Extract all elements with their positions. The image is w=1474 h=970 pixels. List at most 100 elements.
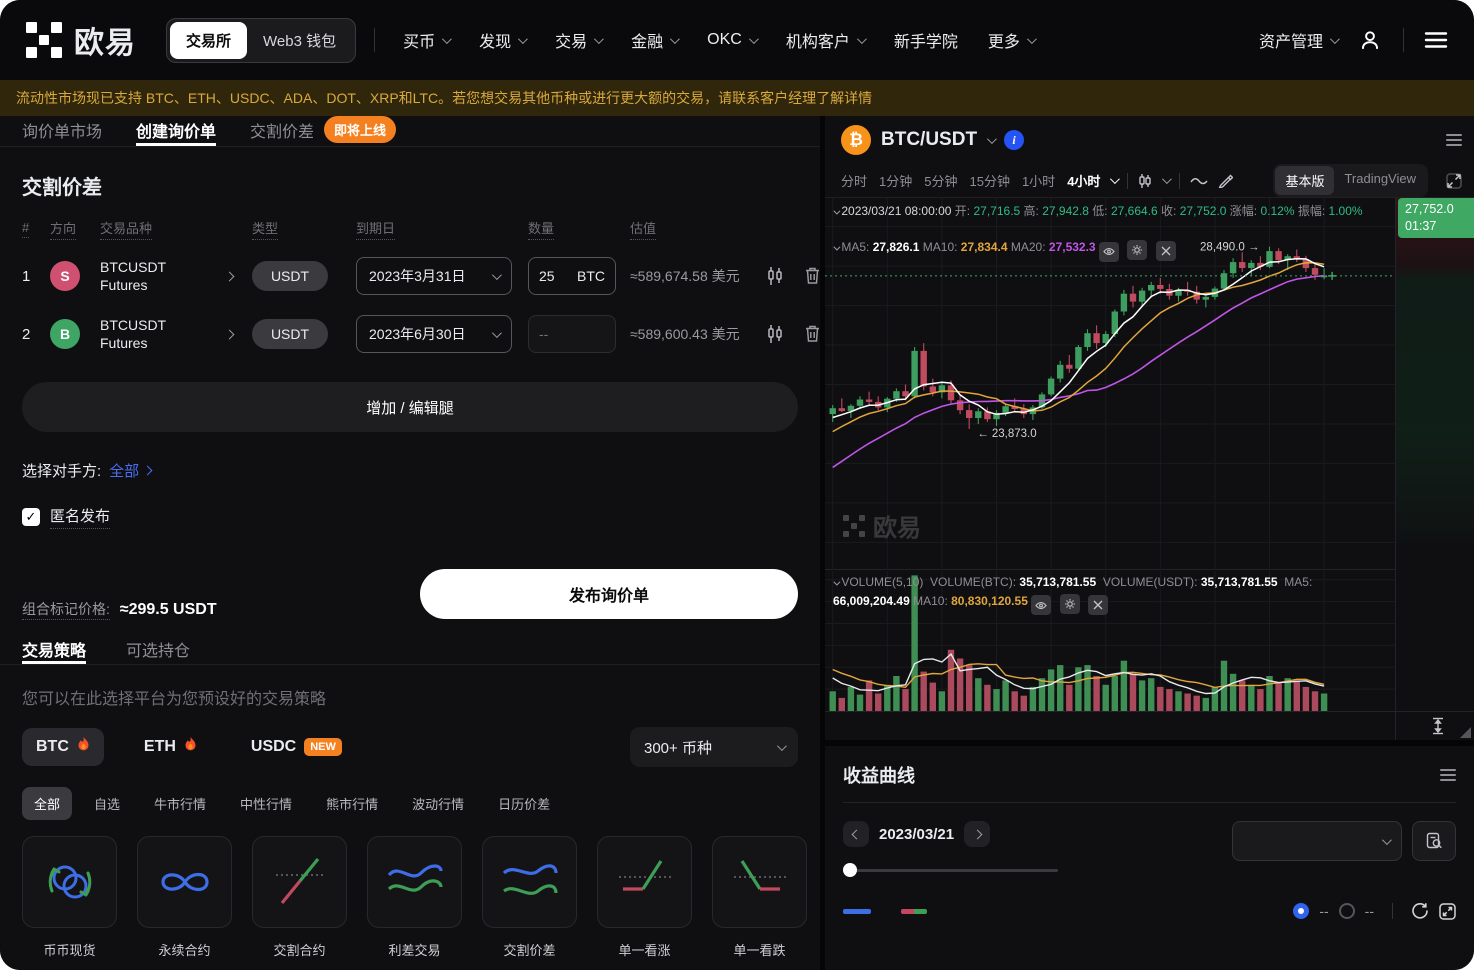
timeframe-1小时[interactable]: 1小时 [1021,174,1056,189]
chart-zone[interactable]: 28,490.0 → ← 23,873.0 欧易 2023/03/21 08:00… [825,198,1474,740]
trash-icon[interactable] [804,266,821,286]
axis-scale-button[interactable] [1395,711,1474,740]
pair-name[interactable]: BTC/USDT [881,129,978,150]
coin-select[interactable]: 300+ 币种 [630,727,798,767]
candles-icon[interactable] [766,266,784,286]
toggle-web3-wallet[interactable]: Web3 钱包 [263,32,337,50]
nav-item-买币[interactable]: 买币 [403,28,452,52]
filter-1[interactable]: 自选 [94,797,121,812]
publish-rfq-button[interactable]: 发布询价单 [420,569,798,619]
filter-0[interactable]: 全部 [22,787,73,820]
filter-3[interactable]: 中性行情 [240,797,293,812]
menu-icon[interactable] [1424,31,1448,49]
filter-2[interactable]: 牛市行情 [154,797,207,812]
strategy-card-单一看跌[interactable]: 单一看跌 [712,836,807,959]
strategy-tab-1[interactable]: 可选持仓 [126,643,191,660]
candles-icon[interactable] [766,324,784,344]
strategy-card-交割价差[interactable]: 交割价差 [482,836,577,959]
interval-chevron-icon[interactable] [1110,174,1121,185]
nav-item-金融[interactable]: 金融 [631,28,681,52]
line-chart-icon[interactable] [1190,175,1209,187]
strategy-card-币币现货[interactable]: 币币现货 [22,836,117,959]
quantity-input[interactable]: 25 BTC [528,257,616,295]
close-icon[interactable] [1087,594,1108,615]
counterparty-link[interactable]: 全部 [109,460,153,481]
slider-knob[interactable] [843,863,857,877]
timeframe-4小时[interactable]: 4小时 [1067,174,1101,189]
filter-5[interactable]: 波动行情 [412,797,465,812]
info-icon[interactable]: i [1004,130,1025,150]
chevron-down-icon [776,740,787,751]
trash-icon[interactable] [804,324,821,344]
chevron-down-icon[interactable] [987,133,997,144]
chevron-right-icon[interactable] [224,329,235,339]
strategy-card-永续合约[interactable]: 永续合约 [137,836,232,959]
view-tab-TradingView[interactable]: TradingView [1344,171,1416,186]
view-tab-基本版[interactable]: 基本版 [1275,166,1335,195]
refresh-icon[interactable] [1411,902,1429,920]
eye-icon[interactable] [1098,241,1119,262]
panel-menu-icon[interactable] [1446,133,1462,147]
filter-4[interactable]: 熊市行情 [326,797,379,812]
close-icon[interactable] [1155,241,1176,261]
report-search-icon[interactable] [1412,821,1456,861]
chevron-down-icon[interactable] [1162,174,1173,185]
timeframe-分时[interactable]: 分时 [841,174,868,189]
date-slider[interactable] [843,863,1058,877]
candle-style-icon[interactable] [1138,173,1152,189]
resize-handle[interactable] [1460,727,1471,738]
coin-btc[interactable]: BTC [22,728,104,766]
type-pill[interactable]: USDT [252,261,328,291]
gear-icon[interactable] [1127,240,1148,260]
nav-item-OKC[interactable]: OKC [707,31,759,49]
nav-item-assets[interactable]: 资产管理 [1259,28,1340,52]
nav-item-label: 发现 [479,34,512,51]
pnl-select[interactable] [1232,821,1402,861]
price-axis[interactable]: 27,752.0 01:37 [1395,198,1474,711]
chevron-right-icon[interactable] [224,271,235,281]
prev-date-button[interactable] [843,821,869,847]
nav-item-label: 新手学院 [893,34,958,51]
nav-item-发现[interactable]: 发现 [479,28,529,52]
nav-item-新手学院[interactable]: 新手学院 [894,28,958,52]
rfq-tab-2[interactable]: 交割价差 即将上线 [250,116,397,146]
rfq-tab-0[interactable]: 询价单市场 [22,116,102,146]
coin-usdc[interactable]: USDC NEW [237,729,356,765]
timeframe-15分钟[interactable]: 15分钟 [969,174,1010,189]
expiry-select[interactable]: 2023年3月31日 [356,257,512,295]
view-tabs: 基本版 TradingView [1273,164,1428,197]
strategy-card-利差交易[interactable]: 利差交易 [367,836,462,959]
strategy-tab-0[interactable]: 交易策略 [22,637,87,664]
nav-item-机构客户[interactable]: 机构客户 [786,28,867,52]
radio-on[interactable] [1293,903,1310,919]
next-date-button[interactable] [964,821,991,847]
strategy-card-单一看涨[interactable]: 单一看涨 [597,836,692,959]
quantity-input[interactable]: -- [528,315,616,353]
coin-label: ETH [143,738,176,755]
price-pane[interactable]: 28,490.0 → ← 23,873.0 欧易 2023/03/21 08:00… [825,198,1395,570]
anonymous-checkbox[interactable]: ✓ [22,508,40,526]
filter-6[interactable]: 日历价差 [498,797,551,812]
add-leg-button[interactable]: 增加 / 编辑腿 [22,382,798,432]
rfq-tab-1[interactable]: 创建询价单 [136,116,217,146]
type-pill[interactable]: USDT [252,319,328,349]
coin-eth[interactable]: ETH [130,728,211,766]
nav-item-交易[interactable]: 交易 [555,28,605,52]
strategy-card-交割合约[interactable]: 交割合约 [252,836,347,959]
pnl-menu-icon[interactable] [1440,768,1456,782]
expiry-select[interactable]: 2023年6月30日 [356,315,512,353]
time-axis[interactable] [825,711,1395,740]
radio-off[interactable] [1338,903,1355,919]
gear-icon[interactable] [1059,593,1080,614]
expand-icon[interactable] [1439,902,1456,920]
user-icon[interactable] [1357,27,1383,53]
timeframe-1分钟[interactable]: 1分钟 [879,174,913,189]
fullscreen-icon[interactable] [1446,172,1462,189]
volume-pane[interactable]: VOLUME(5,10) VOLUME(BTC): 35,713,781.55 … [825,571,1395,712]
eye-icon[interactable] [1031,595,1052,616]
draw-tool-icon[interactable] [1218,173,1234,188]
timeframe-5分钟[interactable]: 5分钟 [924,174,958,189]
toggle-exchange[interactable]: 交易所 [170,21,248,59]
brand[interactable]: 欧易 [26,18,136,62]
nav-item-更多[interactable]: 更多 [988,28,1037,52]
